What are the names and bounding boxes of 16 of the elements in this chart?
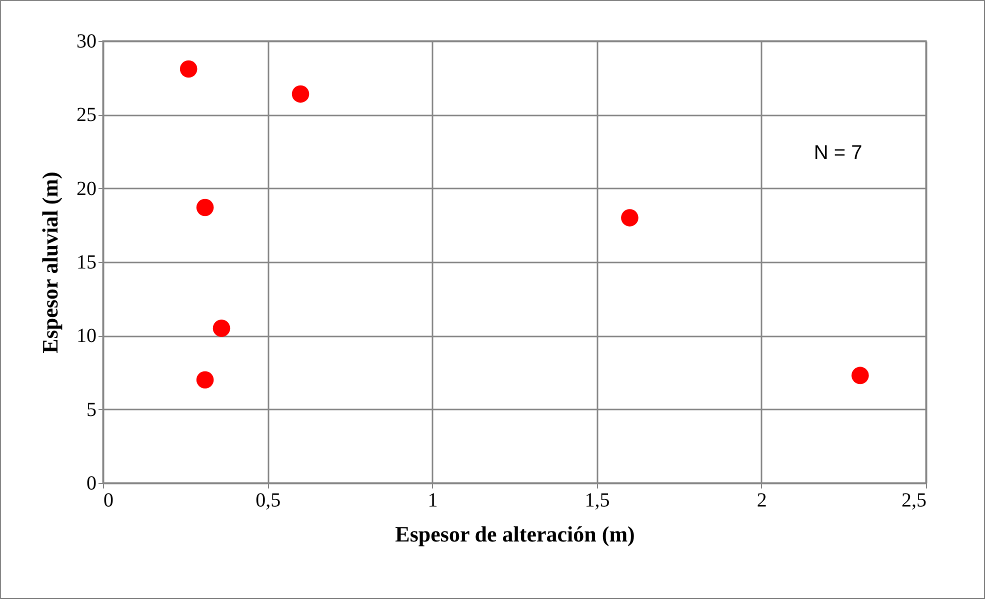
x-axis-title: Espesor de alteración (m) <box>395 522 635 546</box>
x-tick-label: 2,5 <box>902 490 926 512</box>
annotation: N = 7 <box>814 142 862 164</box>
y-tick-label: 15 <box>76 252 96 274</box>
y-tick-label: 25 <box>76 104 96 126</box>
x-tick-label: 0 <box>104 490 114 512</box>
y-tick-label: 20 <box>76 178 96 200</box>
x-tick-label: 1 <box>428 490 438 512</box>
x-tick-label: 0,5 <box>256 490 281 512</box>
y-tick-label: 10 <box>76 325 96 348</box>
y-axis-title: Espesor aluvial (m) <box>38 172 62 354</box>
y-tick-label: 30 <box>76 30 96 52</box>
y-tick-label: 0 <box>86 472 96 494</box>
x-tick-label: 1,5 <box>584 490 610 512</box>
x-tick-label: 2 <box>756 490 767 512</box>
y-tick-label: 5 <box>86 398 96 421</box>
